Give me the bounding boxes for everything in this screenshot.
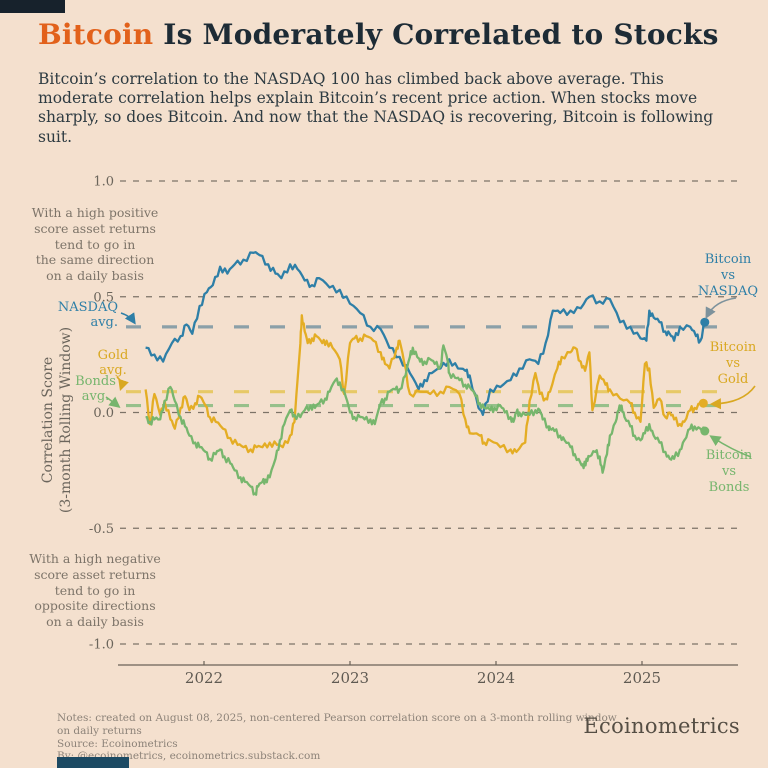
x-tick-label: 2023 [331, 669, 369, 687]
nasdaq-avg-label: NASDAQ avg. [57, 300, 118, 330]
bonds-avg-arrow [105, 396, 121, 408]
y-tick-label: 0.0 [93, 406, 114, 421]
page-title-rest: Is Moderately Correlated to Stocks [153, 18, 719, 51]
brand-bar-bottom [57, 757, 129, 768]
x-tick-label: 2024 [477, 669, 515, 687]
gold-avg-label: Gold avg. [97, 348, 129, 378]
series-line-bitcoin-vs-gold [144, 314, 705, 455]
subtitle: Bitcoin’s correlation to the NASDAQ 100 … [38, 70, 714, 146]
y-tick-label: -1.0 [89, 638, 114, 653]
annotation-high-negative: With a high negative score asset returns… [29, 551, 161, 629]
y-tick-label: 0.5 [93, 290, 114, 305]
y-axis-title: Correlation Score (3-month Rolling Windo… [39, 326, 74, 514]
x-tick-label: 2022 [185, 669, 223, 687]
x-tick-label: 2025 [623, 669, 661, 687]
bonds-series-arrow [709, 435, 752, 458]
gold-series-arrow [709, 385, 756, 410]
series-endpoint-bitcoin-vs-bonds [700, 426, 710, 436]
series-endpoint-bitcoin-vs-gold [698, 398, 708, 408]
brand-wordmark: Ecoinometrics [583, 714, 740, 738]
series-endpoint-bitcoin-vs-nasdaq [700, 317, 710, 327]
series-line-bitcoin-vs-nasdaq [145, 251, 706, 416]
gold-avg-arrow [116, 376, 129, 392]
notes-line-3: By: @ecoinometrics, ecoinometrics.substa… [57, 750, 321, 763]
series-label-bitcoin-vs-gold: Bitcoin vs Gold [709, 340, 757, 387]
y-tick-label: 1.0 [93, 175, 114, 190]
y-tick-label: -0.5 [89, 522, 114, 537]
page-title: Bitcoin Is Moderately Correlated to Stoc… [38, 18, 748, 51]
series-line-bitcoin-vs-bonds [145, 344, 706, 496]
footer-notes: Notes: created on August 08, 2025, non-c… [57, 712, 617, 763]
series-label-bitcoin-vs-nasdaq: Bitcoin vs NASDAQ [697, 252, 759, 299]
page-title-highlight: Bitcoin [38, 18, 154, 51]
brand-bar-top [0, 0, 65, 13]
annotation-high-positive: With a high positive score asset returns… [31, 205, 159, 283]
nasdaq-series-arrow [705, 297, 737, 319]
bonds-avg-label: Bonds avg. [75, 374, 116, 404]
series-label-bitcoin-vs-bonds: Bitcoin vs Bonds [705, 448, 753, 495]
nasdaq-avg-arrow [120, 312, 136, 325]
notes-line-1: Notes: created on August 08, 2025, non-c… [57, 712, 617, 737]
notes-line-2: Source: Ecoinometrics [57, 737, 178, 750]
